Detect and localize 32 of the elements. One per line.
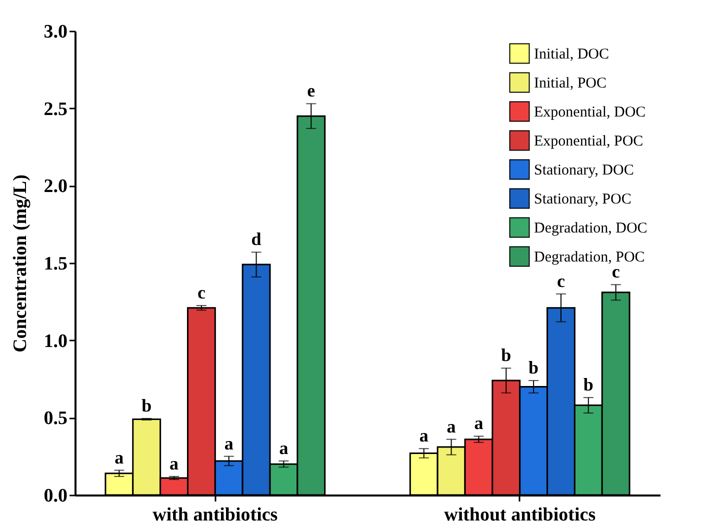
data-label: c bbox=[556, 270, 565, 291]
legend-label: Initial, POC bbox=[534, 76, 607, 92]
y-tick-label: 1.0 bbox=[44, 330, 68, 352]
legend-label: Exponential, POC bbox=[534, 134, 644, 150]
data-label: c bbox=[197, 282, 206, 303]
y-tick-label: 2.0 bbox=[44, 176, 68, 198]
data-label: a bbox=[224, 433, 234, 454]
data-label: b bbox=[583, 374, 594, 395]
legend-label: Exponential, DOC bbox=[534, 104, 646, 120]
y-tick-label: 0.5 bbox=[44, 408, 68, 430]
data-label: b bbox=[528, 358, 539, 378]
legend-label: Stationary, POC bbox=[534, 192, 632, 208]
legend-label: Stationary, DOC bbox=[534, 162, 634, 178]
data-label: e bbox=[307, 80, 316, 101]
y-tick-label: 2.5 bbox=[44, 98, 68, 120]
data-label: d bbox=[251, 229, 262, 250]
data-label: b bbox=[142, 395, 152, 416]
y-tick-label: 3.0 bbox=[44, 22, 68, 42]
data-label: a bbox=[170, 453, 179, 474]
y-tick-label: 1.5 bbox=[44, 254, 68, 274]
data-label: b bbox=[501, 345, 512, 366]
data-label: a bbox=[474, 413, 484, 434]
data-label: a bbox=[279, 438, 288, 458]
x-tick-label: with antibiotics bbox=[152, 504, 278, 525]
y-tick-label: 0.0 bbox=[44, 486, 68, 506]
data-label: a bbox=[114, 447, 124, 468]
legend-label: Degradation, DOC bbox=[534, 220, 648, 236]
legend-label: Initial, DOC bbox=[534, 46, 609, 62]
data-label: a bbox=[419, 426, 428, 446]
data-label: a bbox=[446, 416, 456, 436]
x-tick-label: without antibiotics bbox=[444, 504, 596, 525]
y-axis-title: Concentration (mg/L) bbox=[10, 174, 31, 352]
